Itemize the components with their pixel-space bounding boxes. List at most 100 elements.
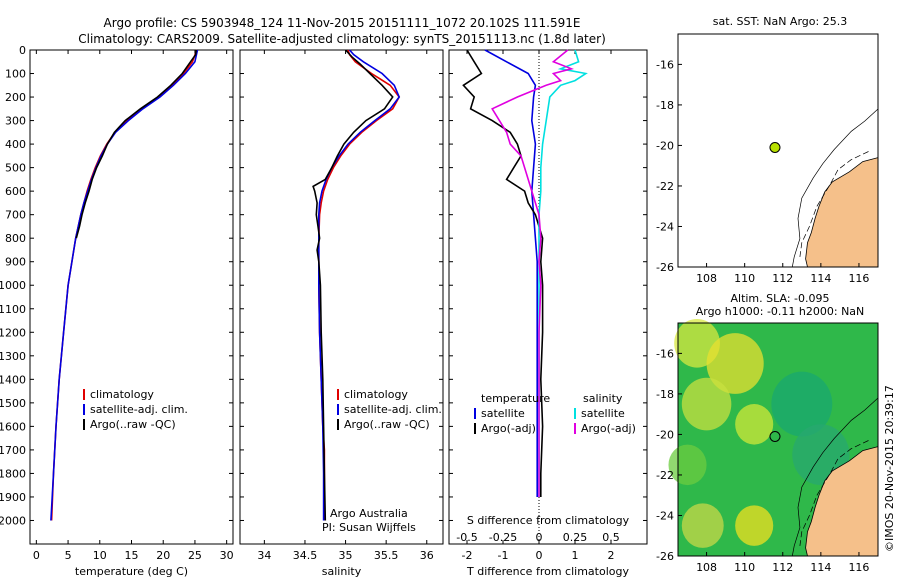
y-tick-label: 1900: [0, 491, 26, 504]
lat-tick-label: -24: [656, 220, 674, 233]
bathymetry-contour: [799, 440, 869, 546]
sla-anomaly-blob: [735, 404, 774, 445]
y-tick-label: 400: [5, 138, 26, 151]
sst-map: 108 110 112 114 116 -16 -18 -20 -22 -24 -26: [656, 33, 879, 285]
y-tick-label: 200: [5, 91, 26, 104]
y-tick-label: 2000: [0, 514, 26, 527]
legend-label: climatology: [90, 388, 154, 401]
s-tick-label: 0.25: [563, 531, 588, 544]
legend-label: satellite: [581, 407, 625, 420]
x-tick-label: 35.5: [374, 549, 399, 562]
x-tick-label: 1: [572, 549, 579, 562]
y-tick-label: 1600: [0, 420, 26, 433]
figure-subtitle: Climatology: CARS2009. Satellite-adjuste…: [78, 32, 606, 46]
y-tick-label: 800: [5, 232, 26, 245]
lat-tick-label: -16: [656, 58, 674, 71]
figure-title: Argo profile: CS 5903948_124 11-Nov-2015…: [104, 16, 581, 30]
legend-label: climatology: [344, 388, 408, 401]
x-tick-label: 15: [125, 549, 139, 562]
y-tick-label: 1500: [0, 397, 26, 410]
lon-tick-label: 114: [810, 272, 831, 285]
lat-tick-label: -26: [656, 550, 674, 563]
sla-anomaly-blob: [668, 444, 707, 486]
x-tick-label: 36: [420, 549, 434, 562]
lat-tick-label: -22: [656, 180, 674, 193]
y-tick-label: 1300: [0, 350, 26, 363]
map-frame: [677, 33, 879, 268]
legend-label: satellite-adj. clim.: [344, 403, 442, 416]
lat-tick-label: -22: [656, 469, 674, 482]
plot-frame: [448, 49, 648, 545]
sst-map-title: sat. SST: NaN Argo: 25.3: [713, 15, 847, 28]
credit-pi: PI: Susan Wijffels: [322, 521, 416, 534]
s-tick-label: -0.25: [489, 531, 517, 544]
y-tick-label: 1700: [0, 444, 26, 457]
sla-anomaly-blob: [771, 371, 833, 437]
map-frame: [677, 322, 879, 557]
lon-tick-label: 114: [810, 561, 831, 574]
lon-tick-label: 110: [734, 272, 755, 285]
bathymetry-contour: [799, 151, 869, 257]
sla-map-title-1: Altim. SLA: -0.095: [730, 292, 829, 305]
argo-location-marker: [769, 142, 781, 154]
lat-tick-label: -18: [656, 388, 674, 401]
plot-frame: [29, 49, 234, 545]
s-difference-label: S difference from climatology: [467, 514, 630, 527]
plot-frame: [239, 49, 444, 545]
x-tick-label: 10: [93, 549, 107, 562]
y-tick-label: 900: [5, 256, 26, 269]
lon-tick-label: 112: [772, 272, 793, 285]
s-tick-label: -0.5: [456, 531, 477, 544]
sla-anomaly-blob: [706, 333, 764, 394]
x-tick-label: 0: [33, 549, 40, 562]
x-axis-label: salinity: [322, 565, 362, 578]
legend-label: Argo(-adj): [581, 422, 636, 435]
lat-tick-label: -20: [656, 428, 674, 441]
x-tick-label: 2: [608, 549, 615, 562]
sla-anomaly-blob: [681, 503, 724, 548]
lon-tick-label: 112: [772, 561, 793, 574]
y-tick-label: 1200: [0, 326, 26, 339]
s-tick-label: 0.5: [602, 531, 620, 544]
legend-label: Argo(..raw -QC): [90, 418, 176, 431]
y-tick-label: 100: [5, 68, 26, 81]
sla-anomaly-blob: [735, 505, 774, 546]
temperature-profile-panel: 0100200300400500600700800900100011001200…: [0, 44, 234, 578]
lat-tick-label: -26: [656, 261, 674, 274]
series-line-4: [491, 49, 574, 497]
bathymetry-contour: [791, 397, 879, 557]
y-tick-label: 1400: [0, 373, 26, 386]
legend-title: temperature: [481, 392, 550, 405]
series-line-1: [484, 49, 539, 497]
y-tick-label: 1000: [0, 279, 26, 292]
x-tick-label: 30: [220, 549, 234, 562]
y-tick-label: 0: [19, 44, 26, 57]
y-tick-label: 500: [5, 162, 26, 175]
lat-tick-label: -24: [656, 509, 674, 522]
s-tick-label: 0: [536, 531, 543, 544]
argo-location-marker: [769, 431, 781, 443]
x-tick-label: -2: [462, 549, 473, 562]
x-tick-label: 35: [339, 549, 353, 562]
bathymetry-contour: [791, 108, 879, 268]
series-line-2: [462, 49, 544, 497]
lon-tick-label: 116: [848, 272, 869, 285]
x-axis-label: T difference from climatology: [466, 565, 629, 578]
x-tick-label: 20: [156, 549, 170, 562]
lon-tick-label: 116: [848, 561, 869, 574]
y-tick-label: 1100: [0, 303, 26, 316]
lat-tick-label: -16: [656, 347, 674, 360]
x-tick-label: 34.5: [293, 549, 318, 562]
x-tick-label: -1: [498, 549, 509, 562]
lon-tick-label: 108: [696, 272, 717, 285]
credit-org: Argo Australia: [330, 507, 408, 520]
lon-tick-label: 108: [696, 561, 717, 574]
x-tick-label: 25: [188, 549, 202, 562]
difference-profile-panel: -2 -1 0 1 2 T difference from climatology -0.5…: [448, 49, 648, 578]
sla-map: 108 110 112 114 116 -16 -18 -20 -22 -24 -26: [656, 318, 879, 574]
lat-tick-label: -18: [656, 99, 674, 112]
lat-tick-label: -20: [656, 139, 674, 152]
legend-title: salinity: [583, 392, 623, 405]
sla-anomaly-blob: [681, 377, 732, 431]
lon-tick-label: 110: [734, 561, 755, 574]
